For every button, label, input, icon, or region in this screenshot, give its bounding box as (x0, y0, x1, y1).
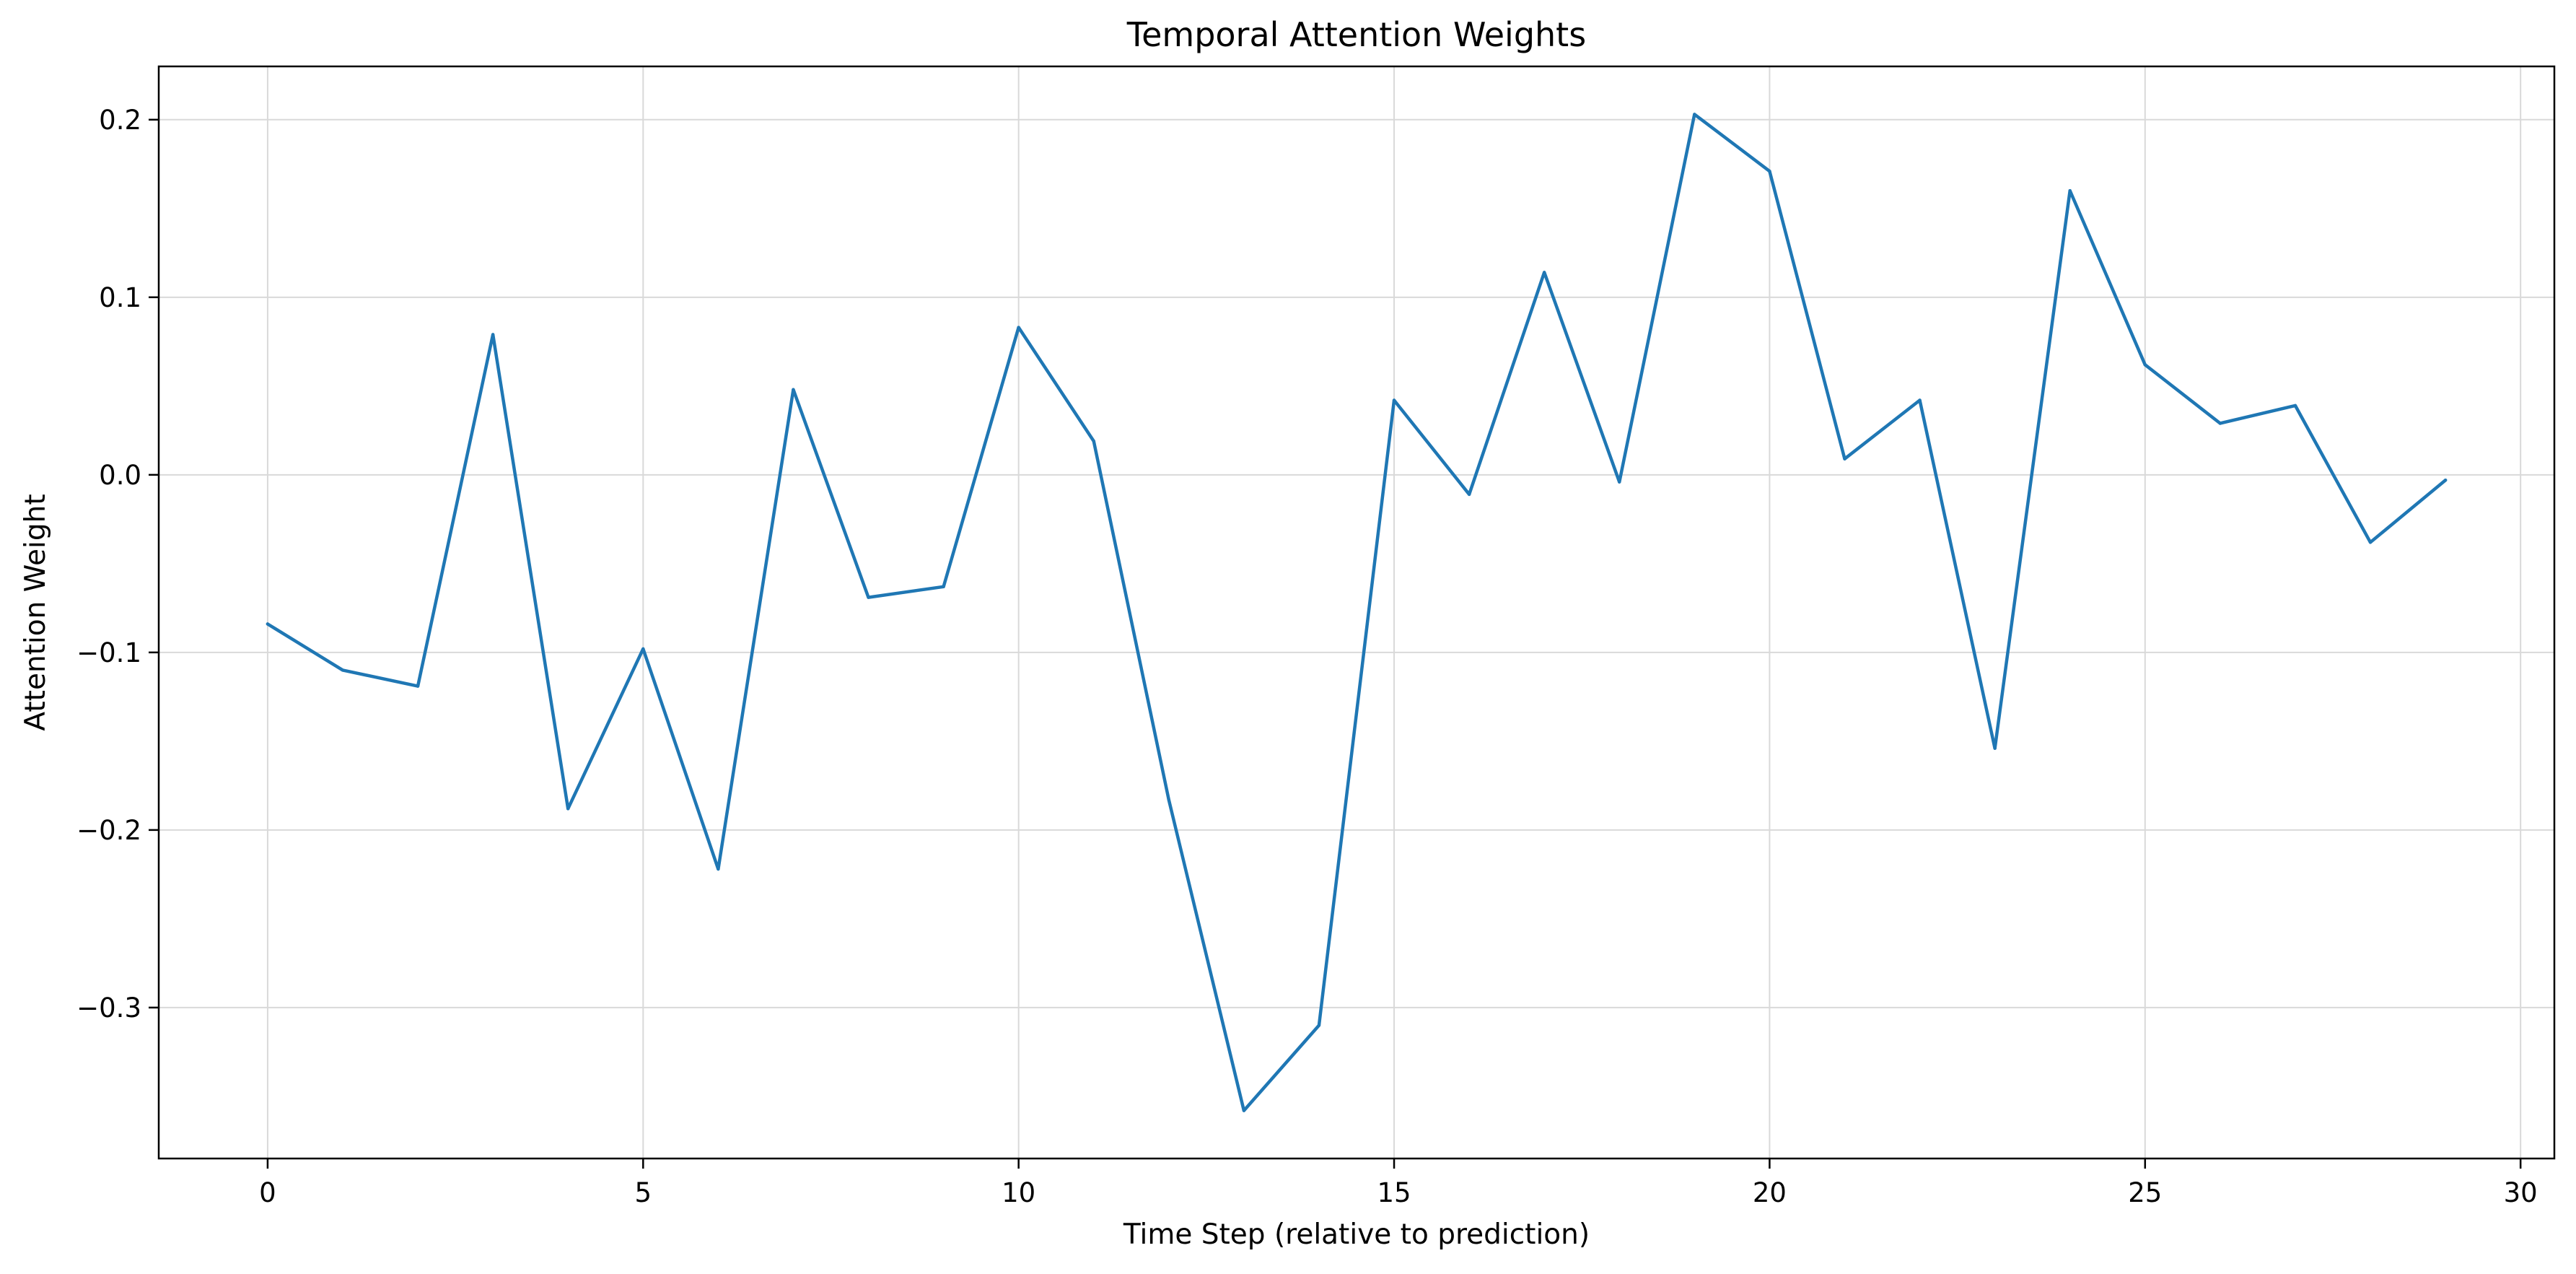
x-axis-ticks: 0 5 10 15 20 25 30 (259, 1159, 2538, 1208)
x-tick-label: 10 (1002, 1177, 1035, 1208)
data-point (2068, 189, 2072, 193)
plot-frame (157, 65, 2556, 1160)
data-point (717, 867, 720, 871)
data-point (2368, 541, 2373, 544)
data-point (1693, 113, 1696, 116)
data-point (1467, 492, 1471, 497)
data-point (2443, 479, 2448, 482)
y-tick-label: 0.2 (99, 105, 141, 136)
data-point (1017, 326, 1020, 329)
x-tick-label: 30 (2504, 1177, 2538, 1208)
data-point (1167, 798, 1171, 802)
data-point (1317, 1024, 1321, 1027)
data-point (1542, 271, 1546, 274)
x-axis-title: Time Step (relative to prediction) (1123, 1218, 1590, 1251)
y-tick-label: −0.3 (76, 992, 141, 1024)
data-point (341, 668, 345, 672)
data-point (2218, 422, 2222, 425)
x-tick-label: 25 (2128, 1177, 2162, 1208)
data-point (867, 595, 870, 599)
data-point (1993, 746, 1997, 750)
data-point (566, 807, 570, 811)
data-point (2293, 403, 2297, 408)
data-point (1768, 169, 1771, 173)
data-point (641, 647, 645, 651)
data-point (416, 684, 420, 688)
x-tick-label: 0 (259, 1177, 276, 1208)
data-point (1918, 398, 1922, 402)
series-line (266, 113, 2448, 1112)
x-tick-label: 20 (1753, 1177, 1787, 1208)
y-axis-ticks: 0.2 0.1 0.0 −0.1 −0.2 −0.3 (76, 105, 159, 1024)
data-point (1843, 457, 1846, 461)
data-point (1242, 1109, 1246, 1112)
data-point (1392, 398, 1396, 402)
y-tick-label: 0.0 (99, 460, 141, 491)
data-point (266, 622, 270, 626)
chart-title: Temporal Attention Weights (1126, 15, 1586, 54)
data-point (491, 333, 495, 336)
data-point (2143, 363, 2147, 367)
y-tick-label: −0.1 (76, 637, 141, 668)
x-tick-label: 5 (635, 1177, 652, 1208)
series-layer (266, 113, 2448, 1112)
data-point (792, 388, 795, 391)
data-point (1092, 439, 1095, 443)
y-tick-label: −0.2 (76, 815, 141, 846)
data-point (1618, 480, 1621, 484)
x-tick-label: 15 (1377, 1177, 1411, 1208)
y-axis-title: Attention Weight (19, 494, 52, 730)
y-tick-label: 0.1 (99, 282, 141, 313)
grid (159, 66, 2554, 1159)
data-point (942, 585, 945, 589)
